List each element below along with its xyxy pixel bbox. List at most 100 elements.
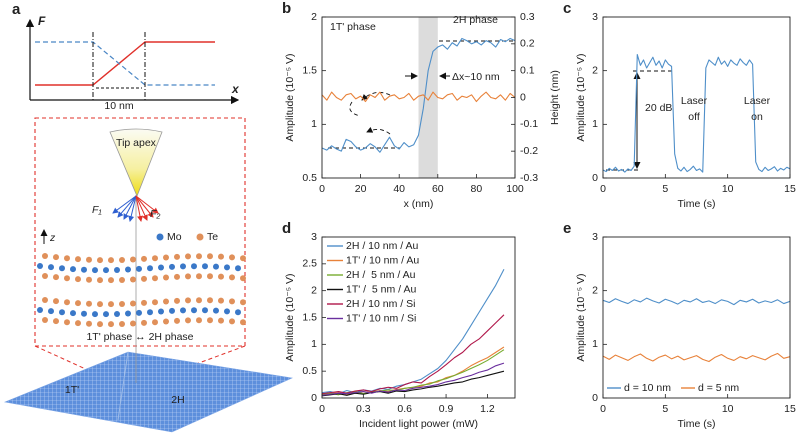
x-tick-label: 0.6 [397,403,412,415]
te-atom [229,274,235,281]
te-atom [53,298,59,305]
x-tick-label: 0.9 [439,403,454,415]
te-atom [185,297,191,304]
mo-atom [136,309,142,316]
te-atom [240,275,246,282]
mo-atom [48,264,54,271]
te-atom [218,297,224,304]
y2-tick-label: -0.2 [520,145,538,157]
y2-tick-label: 0 [520,91,526,103]
te-atom [97,321,103,328]
te-atom [53,274,59,281]
mo-atom [103,267,109,274]
legend-label: 1T' / 5 nm / Au [346,283,416,295]
y2-axis-label: Height (nm) [549,70,561,125]
z-label: z [49,232,56,244]
legend-label: 2H / 5 nm / Au [346,269,416,281]
te-atom [86,300,92,307]
width-label: 10 nm [104,100,133,112]
te-atom [42,297,48,303]
legend-label: d = 5 nm [698,382,739,394]
mo-atom [48,308,54,315]
mo-atom [191,307,197,314]
legend-label: 1T' / 10 nm / Au [346,254,419,266]
te-atom [207,253,213,260]
te-atom [119,256,125,263]
x-tick-label: 40 [393,183,405,195]
mo-label: Mo [167,231,182,243]
te-atom [218,273,224,280]
te-atom [240,319,246,326]
x-tick-label: 60 [432,183,444,195]
x-tick-label: 0 [319,403,325,415]
te-atom [42,273,48,279]
te-atom [141,319,147,326]
te-atom [174,253,180,260]
te-atom [75,276,81,283]
plot-frame [602,16,791,179]
y-tick-label: 2 [311,284,317,296]
legend-label: 2H / 10 nm / Au [346,240,419,252]
mo-atom [70,310,76,317]
mo-atom [147,265,153,272]
y-tick-label: 0.5 [302,365,317,377]
region-label: 2H [171,394,184,406]
panel-letter: d [282,220,291,237]
te-atom [207,317,213,324]
te-atom [229,318,235,325]
mo-atom [235,309,241,316]
te-atom [64,275,70,282]
tip [109,128,163,198]
te-atom [240,299,246,306]
te-atom [152,319,158,326]
force-2-label: F₂ [150,208,160,220]
te-atom [130,276,136,283]
x-axis-label: Time (s) [677,418,715,430]
mo-atom [92,311,98,318]
te-atom [185,253,191,260]
te-atom [218,253,224,260]
mo-atom [81,266,87,273]
te-atom [218,317,224,324]
mo-atom [158,308,164,315]
y-axis-label: Amplitude (10⁻⁵ V) [575,273,587,361]
mo-legend-dot [156,233,164,241]
te-atom [108,257,114,264]
te-atom [75,300,81,307]
te-atom [42,253,48,259]
plot-frame [602,236,791,399]
te-atom [108,277,114,284]
x-tick-label: 5 [662,403,668,415]
y2-tick-label: 0.1 [520,64,535,76]
position-label: x [231,82,240,96]
x-tick-label: 80 [471,183,483,195]
y-tick-label: 1 [592,338,598,350]
x-tick-label: 10 [722,403,734,415]
annotation: 1T' phase [330,21,376,33]
te-atom [196,253,202,260]
curved-arrow [361,91,391,101]
x-tick-label: 0.3 [356,403,371,415]
te-atom [141,275,147,282]
te-atom [141,255,147,262]
data-line [321,370,505,397]
te-atom [152,275,158,282]
y-tick-label: 2 [592,64,598,76]
te-atom [97,277,103,284]
x-tick-label: 20 [355,183,367,195]
data-line [602,352,791,363]
te-atom [97,257,103,264]
y-tick-label: 1 [311,118,317,130]
te-atom [229,298,235,305]
te-atom [108,301,114,308]
x-tick-label: 15 [784,183,796,195]
panel-letter: e [563,220,571,237]
x-tick-label: 5 [662,183,668,195]
mo-atom [37,307,43,313]
phase-boundary-line [117,351,129,421]
te-atom [196,297,202,304]
y-tick-label: 3 [592,231,598,243]
schematic: a F x 10 nm 1T' 2H Tip apex F₁ [3,1,294,433]
te-atom [229,254,235,261]
